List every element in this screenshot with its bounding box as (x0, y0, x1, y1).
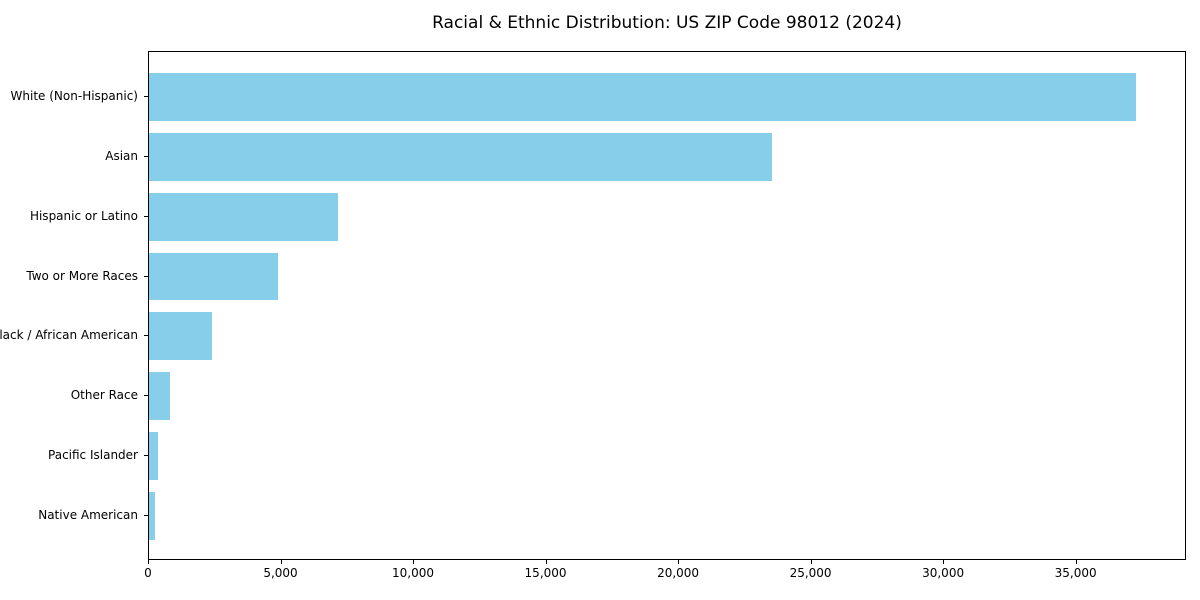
bar-other-race (149, 372, 170, 421)
plot-area (148, 51, 1186, 560)
y-tick-label: White (Non-Hispanic) (10, 88, 138, 103)
y-tick-mark (144, 515, 148, 517)
x-tick-label: 0 (144, 566, 152, 580)
bar-black-african-american (149, 312, 212, 361)
x-tick-mark (678, 560, 680, 564)
y-tick-mark (144, 335, 148, 337)
y-tick-mark (144, 275, 148, 277)
y-tick-mark (144, 155, 148, 157)
x-tick-label: 25,000 (789, 566, 832, 580)
x-tick-label: 35,000 (1054, 566, 1097, 580)
y-tick-label: Other Race (70, 388, 138, 403)
y-tick-label: Hispanic or Latino (29, 208, 138, 223)
chart-title: Racial & Ethnic Distribution: US ZIP Cod… (432, 13, 902, 33)
x-tick-mark (1075, 560, 1077, 564)
x-tick-mark (280, 560, 282, 564)
bar-native-american (149, 492, 155, 541)
bar-pacific-islander (149, 432, 158, 481)
y-tick-label: Asian (105, 148, 138, 163)
y-tick-label: Black / African American (0, 328, 138, 343)
y-tick-label: Two or More Races (26, 268, 138, 283)
y-tick-mark (144, 215, 148, 217)
bar-white-non-hispanic (149, 72, 1136, 121)
bar-two-or-more-races (149, 252, 278, 301)
x-tick-label: 5,000 (263, 566, 298, 580)
x-tick-label: 20,000 (657, 566, 700, 580)
x-tick-label: 30,000 (922, 566, 965, 580)
y-tick-label: Pacific Islander (48, 448, 138, 463)
bar-asian (149, 132, 773, 181)
y-tick-mark (144, 95, 148, 97)
x-tick-mark (943, 560, 945, 564)
bar-hispanic-or-latino (149, 192, 339, 241)
y-tick-mark (144, 455, 148, 457)
x-tick-label: 15,000 (524, 566, 567, 580)
x-tick-mark (148, 560, 149, 564)
x-tick-mark (545, 560, 547, 564)
x-tick-mark (810, 560, 812, 564)
y-tick-label: Native American (38, 508, 138, 523)
y-tick-mark (144, 395, 148, 397)
x-tick-label: 10,000 (392, 566, 435, 580)
x-tick-mark (413, 560, 415, 564)
